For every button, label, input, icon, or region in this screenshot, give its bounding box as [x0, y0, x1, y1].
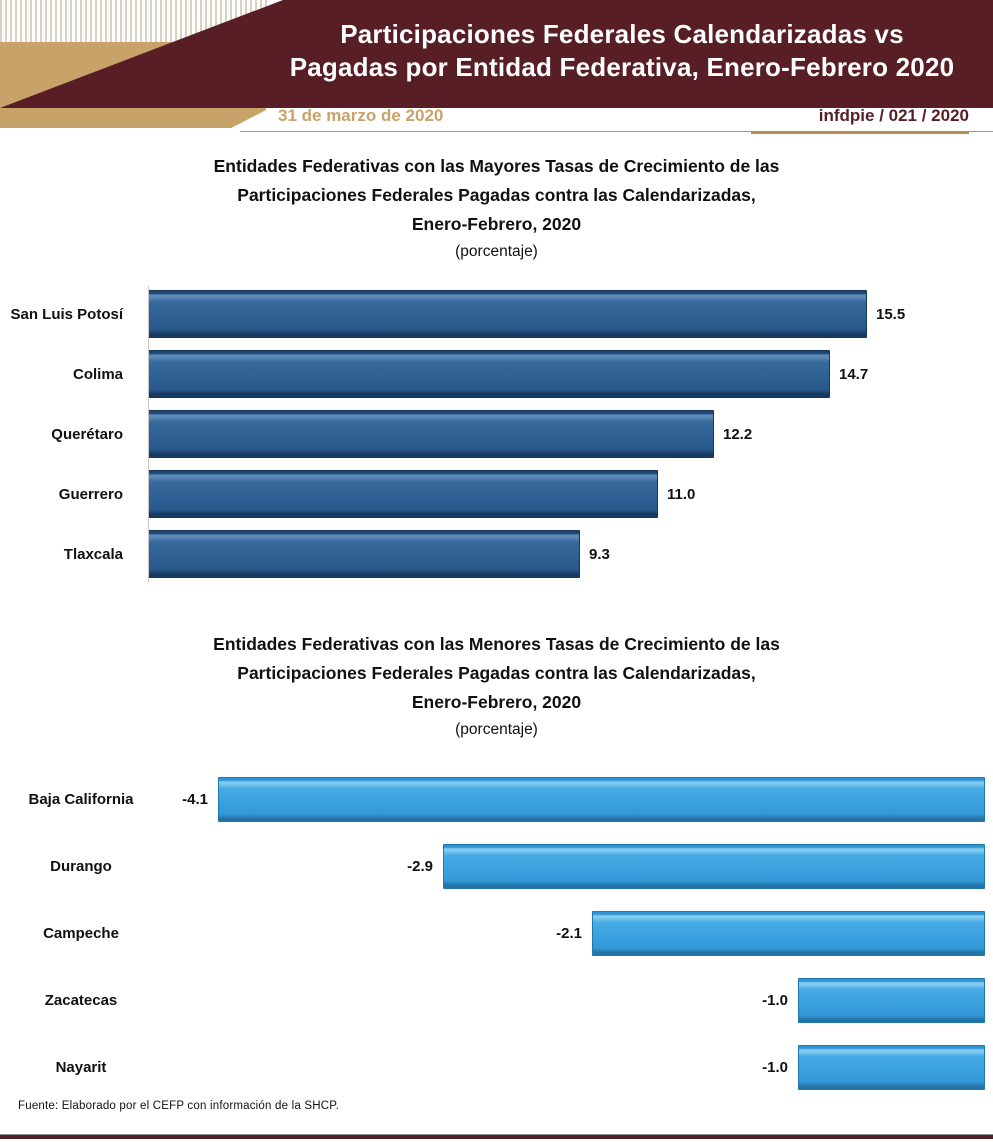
category-label: Campeche [43, 925, 119, 942]
chart1-title-line2: Participaciones Federales Pagadas contra… [237, 185, 756, 205]
chart1-category-axis [148, 286, 149, 582]
category-label: Baja California [28, 791, 134, 808]
category-label: San Luis Potosí [10, 305, 123, 323]
category-label: Guerrero [58, 485, 123, 503]
category-label: Tlaxcala [63, 545, 123, 563]
value-label: 9.3 [589, 545, 610, 563]
bar [798, 978, 985, 1023]
bar-zone: 11.0 [136, 470, 993, 518]
source-note: Fuente: Elaborado por el CEFP con inform… [18, 1100, 340, 1112]
bar-zone: -2.1 [556, 911, 985, 956]
bar [148, 530, 580, 578]
value-label: -1.0 [762, 992, 788, 1009]
chart-row: Baja California -4.1 [0, 777, 985, 822]
chart2-title-line1: Entidades Federativas con las Menores Ta… [213, 634, 780, 654]
bar [592, 911, 985, 956]
bar [798, 1045, 985, 1090]
chart-row: Nayarit -1.0 [0, 1045, 985, 1090]
bar-zone: 12.2 [136, 410, 993, 458]
chart-row: Guerrero 11.0 [0, 470, 993, 518]
chart-row: Durango -2.9 [0, 844, 985, 889]
chart2-title-line2: Participaciones Federales Pagadas contra… [237, 663, 756, 683]
chart-row: Tlaxcala 9.3 [0, 530, 993, 578]
chart1-title: Entidades Federativas con las Mayores Ta… [40, 152, 953, 265]
bar [443, 844, 985, 889]
chart-row: Zacatecas -1.0 [0, 978, 985, 1023]
chart2-plot-area: Baja California -4.1 Durango -2.9 Campeche -2… [0, 777, 985, 1112]
header-rule [240, 131, 993, 132]
chart1-title-line3: Enero-Febrero, 2020 [411, 214, 582, 234]
bottom-bar [0, 1135, 993, 1139]
bar [148, 350, 830, 398]
chart-row: Campeche -2.1 [0, 911, 985, 956]
category-label: Nayarit [55, 1059, 107, 1076]
chart1-plot-area: San Luis Potosí 15.5 Colima 14.7 Querétaro 12… [0, 286, 993, 590]
category-label: Querétaro [51, 425, 123, 443]
page-title-line2: Pagadas por Entidad Federativa, Enero-Fe… [289, 52, 955, 82]
bar-zone: -1.0 [762, 1045, 985, 1090]
chart2-subtitle: (porcentaje) [455, 721, 538, 738]
value-label: -2.1 [556, 925, 582, 942]
bar [218, 777, 985, 822]
value-label: 11.0 [667, 485, 696, 503]
chart2-title-line3: Enero-Febrero, 2020 [411, 692, 582, 712]
value-label: 12.2 [723, 425, 753, 443]
bar [148, 470, 658, 518]
chart-row: San Luis Potosí 15.5 [0, 290, 993, 338]
chart-row: Querétaro 12.2 [0, 410, 993, 458]
publication-date: 31 de marzo de 2020 [278, 106, 444, 125]
bar-zone: -4.1 [182, 777, 985, 822]
value-label: -2.9 [407, 858, 433, 875]
value-label: -1.0 [762, 1059, 788, 1076]
bar-zone: 14.7 [136, 350, 993, 398]
document-id: infdpie / 021 / 2020 [818, 106, 969, 125]
bar-zone: 15.5 [136, 290, 993, 338]
chart1-subtitle: (porcentaje) [455, 243, 538, 260]
chart1-title-line1: Entidades Federativas con las Mayores Ta… [213, 156, 780, 176]
category-label: Zacatecas [44, 992, 118, 1009]
value-label: 15.5 [876, 305, 906, 323]
bar-zone: -1.0 [762, 978, 985, 1023]
value-label: -4.1 [182, 791, 208, 808]
page-title-line1: Participaciones Federales Calendarizadas… [340, 19, 904, 49]
category-label: Colima [72, 365, 123, 383]
document-id-underline [751, 131, 969, 134]
bar [148, 290, 867, 338]
bar-zone: -2.9 [407, 844, 985, 889]
value-label: 14.7 [839, 365, 869, 383]
bar [148, 410, 714, 458]
page-title: Participaciones Federales Calendarizadas… [255, 18, 989, 84]
chart2-title: Entidades Federativas con las Menores Ta… [40, 630, 953, 743]
bar-zone: 9.3 [136, 530, 993, 578]
category-label: Durango [50, 858, 112, 875]
bottom-rule [0, 1134, 993, 1135]
